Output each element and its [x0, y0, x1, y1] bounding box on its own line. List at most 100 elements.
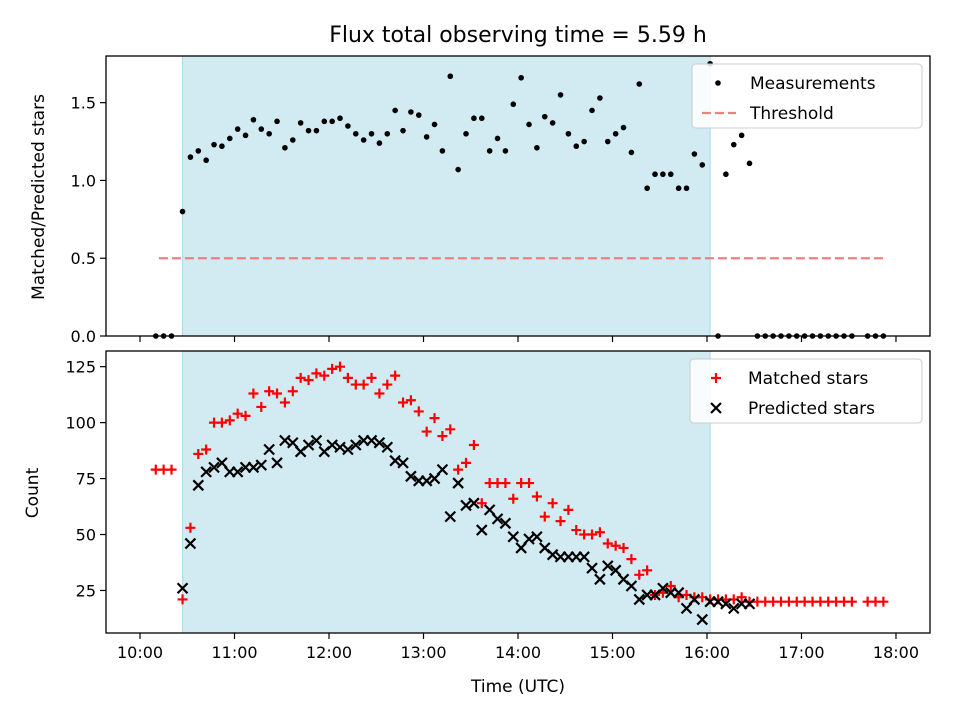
- predicted-point: [381, 441, 394, 454]
- predicted-point: [460, 499, 472, 512]
- predicted-point: [452, 477, 464, 489]
- predicted-point: [334, 441, 346, 454]
- predicted-point: [531, 530, 543, 543]
- measurement-point: [400, 127, 406, 134]
- matched-point: [382, 379, 393, 390]
- x-tick-label: 18:00: [873, 643, 919, 662]
- shaded-interval: [182, 350, 711, 634]
- matched-point: [319, 370, 330, 381]
- predicted-point: [712, 595, 724, 608]
- matched-point: [295, 372, 306, 383]
- measurement-point: [447, 73, 454, 80]
- measurement-point: [699, 162, 706, 168]
- measurement-point: [636, 81, 643, 87]
- predicted-point: [672, 586, 685, 599]
- legend: Measurements Threshold: [691, 63, 923, 129]
- matched-point: [193, 448, 204, 459]
- measurement-point: [242, 132, 249, 139]
- matched-point: [453, 464, 464, 475]
- matched-point: [287, 386, 298, 397]
- measurement-point: [392, 107, 398, 114]
- matched-point: [421, 426, 432, 437]
- measurement-point: [691, 151, 698, 157]
- predicted-point: [499, 517, 512, 530]
- predicted-point: [507, 530, 520, 543]
- predicted-point: [594, 573, 606, 586]
- matched-point: [327, 363, 338, 374]
- matched-point: [413, 406, 424, 417]
- predicted-point: [586, 562, 598, 574]
- predicted-point: [609, 564, 622, 577]
- measurement-point: [226, 135, 233, 142]
- matched-point: [177, 594, 188, 605]
- legend-label: Measurements: [750, 74, 876, 94]
- measurement-point: [526, 121, 532, 128]
- measurement-point: [376, 140, 383, 146]
- predicted-point: [373, 436, 386, 449]
- predicted-point: [310, 434, 323, 447]
- legend-swatch: [715, 80, 721, 86]
- matched-point: [240, 410, 251, 421]
- predicted-point: [696, 613, 709, 626]
- measurement-point: [352, 130, 359, 137]
- measurement-point: [478, 115, 485, 122]
- measurement-point: [730, 141, 737, 148]
- predicted-point: [287, 436, 299, 449]
- predicted-point: [365, 434, 378, 447]
- predicted-point: [255, 459, 268, 471]
- y-tick-label: 1.0: [71, 171, 96, 190]
- measurement-point: [534, 144, 540, 151]
- predicted-point: [405, 470, 417, 483]
- measurement-point: [431, 121, 438, 128]
- measurement-point: [494, 135, 501, 142]
- x-tick-label: 10:00: [117, 643, 163, 662]
- matched-point: [437, 431, 448, 442]
- matched-point: [476, 498, 487, 509]
- predicted-point: [468, 497, 480, 509]
- measurement-point: [282, 144, 288, 151]
- y-tick-label: 125: [65, 358, 96, 377]
- x-tick-label: 14:00: [495, 643, 541, 662]
- measurement-point: [195, 148, 202, 154]
- measurement-point: [234, 126, 241, 132]
- matched-point: [232, 408, 243, 419]
- matched-point: [264, 386, 275, 397]
- predicted-point: [546, 548, 559, 561]
- matched-point: [279, 397, 290, 408]
- shaded-interval: [182, 55, 711, 337]
- predicted-point: [720, 598, 732, 610]
- predicted-point: [633, 593, 646, 606]
- predicted-point: [184, 537, 197, 550]
- legend-label: Matched stars: [748, 369, 868, 389]
- measurement-point: [628, 149, 635, 156]
- measurement-point: [738, 132, 745, 139]
- measurement-point: [250, 116, 257, 123]
- x-tick-label: 12:00: [306, 643, 352, 662]
- predicted-point: [263, 443, 275, 456]
- matched-point: [358, 379, 369, 390]
- series-predicted-stars: [176, 434, 756, 626]
- matched-point: [610, 540, 621, 551]
- matched-point: [311, 368, 322, 379]
- measurement-point: [455, 166, 461, 173]
- measurement-point: [258, 126, 265, 132]
- predicted-point: [657, 582, 669, 595]
- predicted-point: [231, 466, 244, 478]
- measurement-point: [289, 137, 296, 143]
- predicted-point: [420, 475, 433, 487]
- x-tick-label: 11:00: [211, 643, 257, 662]
- matched-point: [563, 504, 574, 515]
- measurement-point: [337, 115, 343, 122]
- matched-point: [224, 415, 235, 426]
- measurement-point: [329, 118, 335, 125]
- legend-box: [691, 63, 923, 129]
- predicted-point: [436, 463, 449, 476]
- matched-point: [571, 525, 582, 536]
- matched-point: [405, 395, 416, 406]
- predicted-point: [342, 443, 354, 456]
- y-tick-label: 75: [76, 470, 96, 489]
- matched-point: [634, 569, 645, 580]
- measurement-point: [660, 171, 666, 178]
- measurement-point: [179, 208, 186, 215]
- measurement-point: [675, 185, 682, 192]
